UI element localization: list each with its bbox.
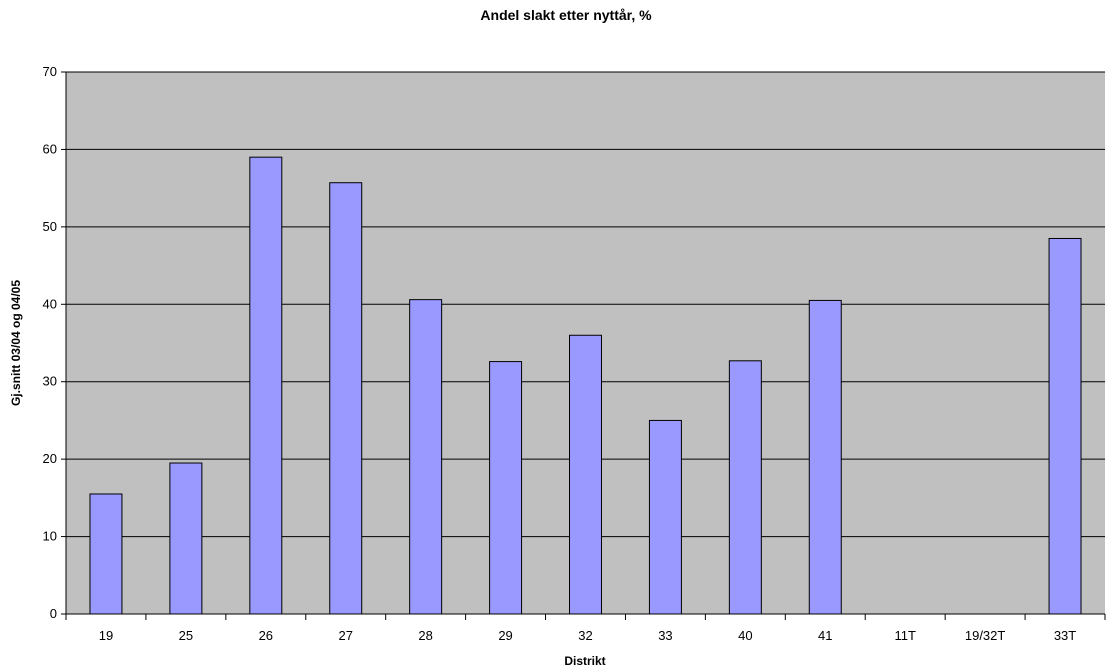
bar-28 xyxy=(409,299,443,615)
x-tick-labels: 19 25 26 27 28 29 32 33 40 41 11T 19/32T 33T xyxy=(99,628,1077,643)
bar-33 xyxy=(648,419,682,615)
x-tick-label-41: 41 xyxy=(818,628,832,643)
axes xyxy=(61,71,1106,620)
x-axis-title: Distrikt xyxy=(564,654,605,668)
bar-27 xyxy=(329,182,363,615)
x-tick-label-19/32T: 19/32T xyxy=(965,628,1006,643)
y-tick-label: 60 xyxy=(43,141,57,156)
y-tick-label: 0 xyxy=(50,606,57,621)
y-tick-label: 50 xyxy=(43,219,57,234)
chart-title: Andel slakt etter nyttår, % xyxy=(480,7,652,23)
x-tick-label-27: 27 xyxy=(338,628,352,643)
x-tick-label-33T: 33T xyxy=(1054,628,1076,643)
x-tick-label-19: 19 xyxy=(99,628,113,643)
x-tick-label-32: 32 xyxy=(578,628,592,643)
bar-29 xyxy=(489,361,523,615)
x-tick-label-40: 40 xyxy=(738,628,752,643)
y-tick-labels: 0 10 20 30 40 50 60 70 xyxy=(43,64,57,621)
bar-19 xyxy=(89,493,123,615)
x-tick-label-29: 29 xyxy=(498,628,512,643)
y-tick-label: 20 xyxy=(43,451,57,466)
x-tick-label-33: 33 xyxy=(658,628,672,643)
bar-25 xyxy=(169,462,203,615)
bar-33T xyxy=(1048,237,1082,615)
x-tick-label-11T: 11T xyxy=(894,628,915,643)
bar-40 xyxy=(728,360,762,615)
bar-41 xyxy=(808,299,842,615)
bar-26 xyxy=(249,156,283,615)
x-tick-label-28: 28 xyxy=(418,628,432,643)
x-tick-label-26: 26 xyxy=(259,628,273,643)
y-tick-label: 40 xyxy=(43,296,57,311)
y-tick-label: 30 xyxy=(43,374,57,389)
y-tick-label: 70 xyxy=(43,64,57,79)
x-tick-label-25: 25 xyxy=(179,628,193,643)
y-axis-title: Gj.snitt 03/04 og 04/05 xyxy=(9,280,23,406)
y-tick-label: 10 xyxy=(43,529,57,544)
bar-32 xyxy=(569,334,602,615)
